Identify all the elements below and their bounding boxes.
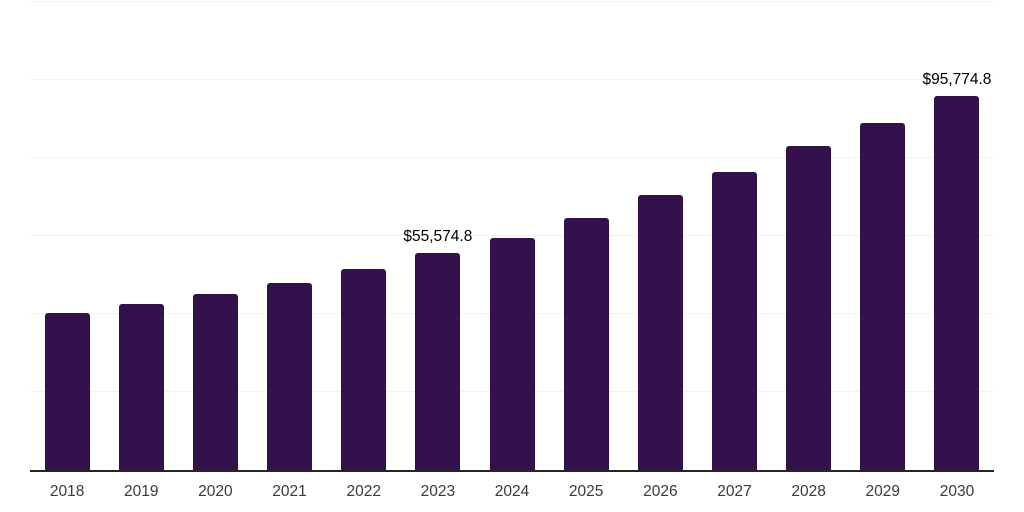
- bar-slot-2030: $95,774.8: [920, 2, 994, 470]
- bar-slot-2018: [30, 2, 104, 470]
- bar-slot-2021: [252, 2, 326, 470]
- bar-slot-2028: [772, 2, 846, 470]
- x-tick-2020: 2020: [198, 483, 233, 500]
- bar-2029[interactable]: [860, 122, 906, 470]
- bars: $55,574.8 $95,774.8: [30, 2, 994, 470]
- bar-2018[interactable]: [44, 312, 90, 470]
- x-tick-2022: 2022: [346, 483, 381, 500]
- bar-slot-2024: [475, 2, 549, 470]
- bar-2028[interactable]: [786, 145, 832, 470]
- bar-2023[interactable]: [415, 253, 461, 470]
- bar-slot-2020: [178, 2, 252, 470]
- gridline-100000: [30, 79, 994, 80]
- x-tick-2026: 2026: [643, 483, 678, 500]
- bar-slot-2022: [327, 2, 401, 470]
- bar-2025[interactable]: [563, 217, 609, 470]
- bar-slot-2029: [846, 2, 920, 470]
- x-axis: 2018 2019 2020 2021 2022 2023 2024 2025 2026 2027…: [30, 483, 994, 501]
- x-tick-2021: 2021: [272, 483, 307, 500]
- bar-2022[interactable]: [341, 268, 387, 470]
- x-tick-2028: 2028: [791, 483, 826, 500]
- bar-slot-2027: [697, 2, 771, 470]
- x-tick-2024: 2024: [494, 483, 530, 500]
- bar-2021[interactable]: [267, 282, 313, 470]
- bar-2026[interactable]: [637, 195, 683, 470]
- x-tick-2019: 2019: [123, 483, 159, 500]
- bar-slot-2026: [623, 2, 697, 470]
- gridline-60000: [30, 235, 994, 236]
- x-tick-2030: 2030: [939, 483, 975, 500]
- bar-slot-2023: $55,574.8: [401, 2, 475, 470]
- x-tick-2029: 2029: [865, 483, 901, 500]
- x-tick-2027: 2027: [717, 483, 752, 500]
- gridline-120000: [30, 1, 994, 2]
- bar-2020[interactable]: [192, 293, 238, 470]
- plot-area: $55,574.8 $95,774.8: [30, 1, 994, 472]
- bar-slot-2025: [549, 2, 623, 470]
- gridline-80000: [30, 157, 994, 159]
- bar-slot-2019: [104, 2, 178, 470]
- value-label-2023: $55,574.8: [403, 228, 473, 246]
- x-tick-2023: 2023: [420, 483, 456, 500]
- bar-2030[interactable]: [934, 96, 980, 470]
- value-label-2030: $95,774.8: [922, 71, 992, 89]
- x-tick-2018: 2018: [49, 483, 85, 500]
- x-tick-2025: 2025: [568, 483, 604, 500]
- bar-2024[interactable]: [489, 237, 535, 470]
- bar-2027[interactable]: [711, 172, 757, 470]
- bar-2019[interactable]: [118, 303, 164, 470]
